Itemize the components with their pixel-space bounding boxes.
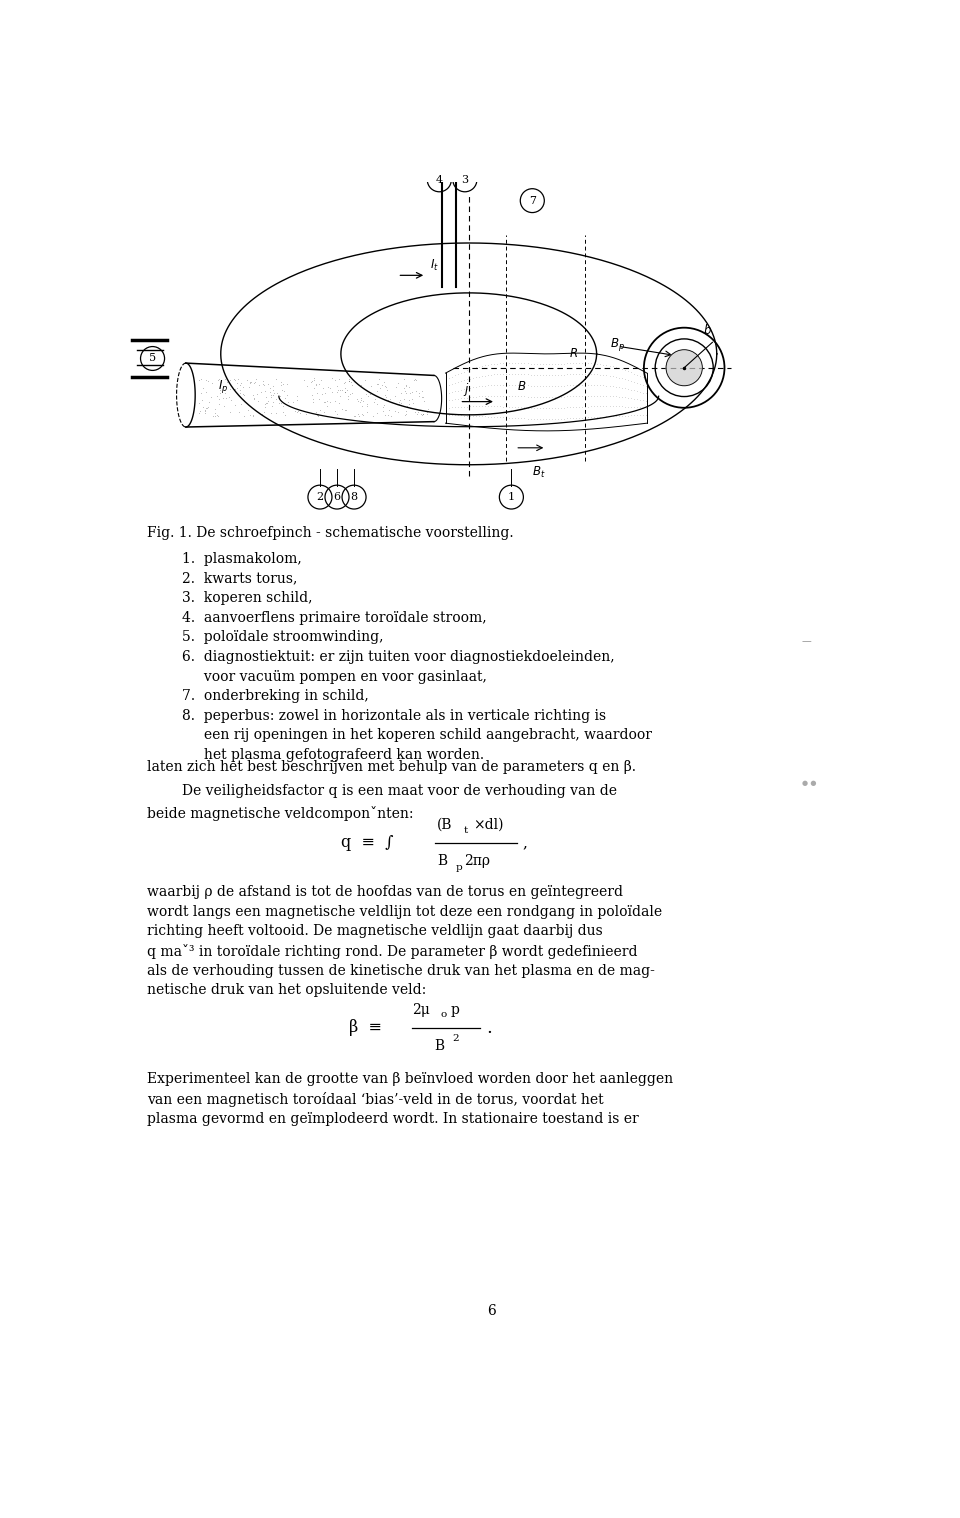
Text: ×dl): ×dl) — [472, 818, 503, 832]
Text: $B_p$: $B_p$ — [610, 335, 625, 354]
Text: p: p — [451, 1002, 460, 1017]
Text: 2πρ: 2πρ — [464, 855, 491, 868]
Text: $I_p$: $I_p$ — [219, 378, 228, 395]
Text: plasma gevormd en geïmplodeerd wordt. In stationaire toestand is er: plasma gevormd en geïmplodeerd wordt. In… — [147, 1111, 638, 1125]
Text: Experimenteel kan de grootte van β beïnvloed worden door het aanleggen: Experimenteel kan de grootte van β beïnv… — [147, 1072, 673, 1087]
Text: laten zich het best beschrijven met behulp van de parameters q en β.: laten zich het best beschrijven met behu… — [147, 759, 636, 774]
Text: een rij openingen in het koperen schild aangebracht, waardoor: een rij openingen in het koperen schild … — [182, 729, 652, 742]
Text: beide magnetische veldcomponˇnten:: beide magnetische veldcomponˇnten: — [147, 806, 414, 821]
Text: 6.  diagnostiektuit: er zijn tuiten voor diagnostiekdoeleinden,: 6. diagnostiektuit: er zijn tuiten voor … — [182, 650, 614, 663]
Text: wordt langs een magnetische veldlijn tot deze een rondgang in poloïdale: wordt langs een magnetische veldlijn tot… — [147, 905, 662, 918]
Text: q  ≡  ∫: q ≡ ∫ — [341, 835, 394, 852]
Text: B: B — [437, 855, 447, 868]
Text: De veiligheidsfactor q is een maat voor de verhouding van de: De veiligheidsfactor q is een maat voor … — [147, 785, 617, 798]
Text: t: t — [464, 826, 468, 835]
Text: $I_t$: $I_t$ — [430, 258, 439, 273]
Text: 6: 6 — [488, 1304, 496, 1318]
Text: p: p — [456, 862, 463, 871]
Text: $B_t$: $B_t$ — [532, 465, 545, 480]
Text: 2: 2 — [317, 492, 324, 502]
Text: 8.  peperbus: zowel in horizontale als in verticale richting is: 8. peperbus: zowel in horizontale als in… — [182, 709, 606, 723]
Text: 7: 7 — [529, 196, 536, 205]
Circle shape — [666, 349, 703, 386]
Text: $R$: $R$ — [569, 348, 578, 360]
Text: richting heeft voltooid. De magnetische veldlijn gaat daarbij dus: richting heeft voltooid. De magnetische … — [147, 924, 603, 938]
Text: van een magnetisch toroídaal ‘bias’-veld in de torus, voordat het: van een magnetisch toroídaal ‘bias’-veld… — [147, 1091, 604, 1107]
Text: voor vacuüm pompen en voor gasinlaat,: voor vacuüm pompen en voor gasinlaat, — [182, 669, 487, 683]
Text: ● ●: ● ● — [802, 780, 817, 786]
Text: 2: 2 — [452, 1034, 459, 1043]
Text: 2.  kwarts torus,: 2. kwarts torus, — [182, 571, 298, 586]
Text: o: o — [440, 1011, 446, 1020]
Text: 3: 3 — [462, 175, 468, 185]
Text: $j$: $j$ — [463, 381, 469, 398]
Text: (B: (B — [437, 818, 452, 832]
Text: 5: 5 — [149, 354, 156, 363]
Text: $b$: $b$ — [703, 323, 712, 337]
Text: ,: , — [522, 836, 527, 850]
Text: het plasma gefotografeerd kan worden.: het plasma gefotografeerd kan worden. — [182, 748, 484, 762]
Text: 1.  plasmakolom,: 1. plasmakolom, — [182, 551, 301, 566]
Text: 3.  koperen schild,: 3. koperen schild, — [182, 591, 313, 606]
Text: Fig. 1. De schroefpinch - schematische voorstelling.: Fig. 1. De schroefpinch - schematische v… — [147, 525, 514, 539]
Text: waarbij ρ de afstand is tot de hoofdas van de torus en geïntegreerd: waarbij ρ de afstand is tot de hoofdas v… — [147, 885, 623, 899]
Text: 2μ: 2μ — [412, 1002, 430, 1017]
Text: als de verhouding tussen de kinetische druk van het plasma en de mag-: als de verhouding tussen de kinetische d… — [147, 964, 655, 978]
Text: B: B — [434, 1038, 444, 1052]
Text: 8: 8 — [350, 492, 358, 502]
Text: 7.  onderbreking in schild,: 7. onderbreking in schild, — [182, 689, 369, 703]
Text: $B$: $B$ — [516, 380, 526, 393]
Text: —: — — [802, 636, 812, 647]
Text: 4.  aanvoerflens primaire toroïdale stroom,: 4. aanvoerflens primaire toroïdale stroo… — [182, 610, 487, 625]
Text: 1: 1 — [508, 492, 515, 502]
Text: netische druk van het opsluitende veld:: netische druk van het opsluitende veld: — [147, 984, 426, 997]
Text: 5.  poloïdale stroomwinding,: 5. poloïdale stroomwinding, — [182, 630, 383, 644]
Text: β  ≡: β ≡ — [348, 1019, 381, 1037]
Text: 6: 6 — [333, 492, 341, 502]
Text: 4: 4 — [436, 175, 443, 185]
Text: q maˇ³ in toroïdale richting rond. De parameter β wordt gedefinieerd: q maˇ³ in toroïdale richting rond. De pa… — [147, 944, 637, 959]
Text: .: . — [486, 1019, 492, 1037]
